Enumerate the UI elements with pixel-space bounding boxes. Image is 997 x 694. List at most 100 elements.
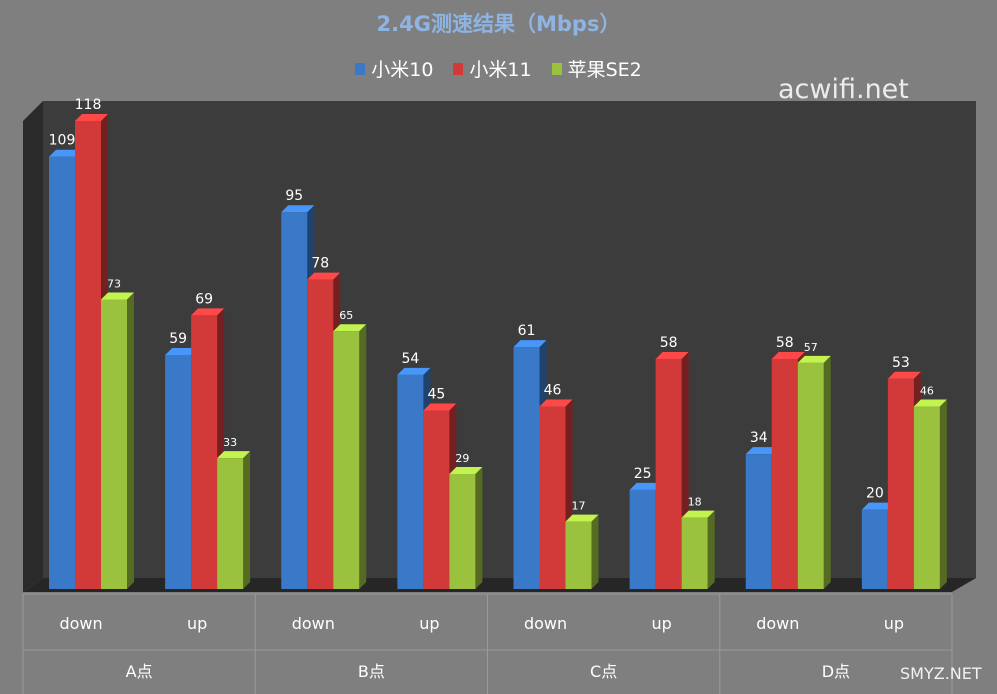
bar-s1-c8 — [861, 509, 888, 589]
x-tick-label-1: down — [59, 614, 102, 633]
bar-top-s3-c4 — [449, 466, 483, 474]
bar-top-s3-c6 — [681, 510, 715, 518]
bar-s1-c7 — [745, 454, 772, 589]
bar-side-s3-c7 — [823, 355, 831, 589]
x-group-label-3: C点 — [590, 662, 617, 681]
plot-side-wall — [23, 101, 43, 592]
bar-top-s1-c3 — [281, 205, 315, 213]
bar-s2-c1 — [75, 121, 101, 589]
bar-s3-c4 — [449, 473, 476, 589]
bar-s3-c7 — [797, 362, 824, 589]
bar-s2-c4 — [423, 410, 450, 589]
plot-floor — [23, 578, 976, 592]
legend-swatch-series-1 — [355, 62, 366, 75]
bar-side-s3-c3 — [359, 324, 367, 589]
data-label-s2-c3: 78 — [311, 256, 329, 272]
bar-s2-c2 — [191, 315, 218, 589]
bar-side-s3-c5 — [591, 514, 599, 589]
bar-side-s3-c4 — [475, 466, 483, 589]
bar-top-s2-c4 — [423, 403, 457, 411]
bar-s3-c6 — [681, 517, 708, 589]
legend-label-series-2: 小米11 — [469, 59, 532, 81]
watermark-secondary: SMYZ.NET — [900, 664, 982, 683]
plot-back-wall — [43, 101, 976, 578]
bar-s1-c5 — [513, 347, 540, 589]
bar-top-s2-c1 — [75, 114, 108, 121]
data-label-s2-c5: 46 — [544, 383, 562, 399]
bar-s3-c2 — [217, 458, 244, 589]
legend: 小米10 小米11 苹果SE2 — [0, 55, 997, 82]
data-label-s2-c4: 45 — [427, 387, 445, 403]
x-group-label-4: D点 — [822, 662, 850, 681]
bar-top-s3-c3 — [333, 324, 367, 332]
legend-item-series-1: 小米10 — [355, 55, 433, 82]
bar-top-s2-c6 — [655, 351, 689, 359]
bar-s1-c3 — [281, 212, 308, 589]
watermark-primary: acwifi.net — [778, 74, 909, 105]
bar-s2-c3 — [307, 279, 334, 589]
legend-label-series-3: 苹果SE2 — [567, 59, 642, 81]
bar-top-s1-c8 — [861, 502, 895, 510]
bar-top-s2-c3 — [307, 272, 341, 280]
x-group-label-1: A点 — [126, 662, 153, 681]
bar-side-s3-c8 — [939, 399, 947, 589]
bar-top-s1-c7 — [745, 447, 779, 455]
x-tick-label-4: up — [419, 614, 439, 633]
data-label-s1-c1: 109 — [49, 133, 76, 149]
data-label-s3-c8: 46 — [920, 385, 934, 398]
bar-top-s3-c5 — [565, 514, 599, 522]
legend-swatch-series-3 — [551, 62, 562, 75]
bar-top-s3-c2 — [217, 451, 251, 459]
chart-title: 2.4G测速结果（Mbps） — [376, 12, 621, 36]
x-tick-label-7: down — [756, 614, 799, 633]
data-label-s3-c7: 57 — [804, 341, 818, 354]
data-label-s1-c6: 25 — [634, 466, 652, 482]
bar-s1-c1 — [49, 156, 75, 589]
legend-label-series-1: 小米10 — [371, 59, 434, 81]
x-tick-label-5: down — [524, 614, 567, 633]
bar-top-s2-c5 — [539, 399, 573, 407]
bar-top-s2-c7 — [771, 351, 805, 359]
bar-top-s1-c4 — [397, 367, 431, 375]
bar-top-s3-c7 — [797, 355, 831, 363]
data-label-s3-c2: 33 — [223, 436, 237, 449]
data-label-s1-c4: 54 — [401, 351, 419, 367]
data-label-s2-c2: 69 — [195, 291, 213, 307]
data-label-s1-c3: 95 — [285, 188, 303, 204]
legend-item-series-3: 苹果SE2 — [551, 55, 642, 82]
data-label-s3-c4: 29 — [455, 452, 469, 465]
bar-s1-c6 — [629, 489, 656, 589]
bar-top-s2-c8 — [887, 371, 921, 379]
bar-s2-c6 — [655, 358, 682, 589]
data-label-s3-c3: 65 — [339, 309, 353, 322]
data-label-s2-c6: 58 — [660, 335, 678, 351]
bar-s2-c8 — [887, 378, 914, 589]
x-tick-label-3: down — [292, 614, 335, 633]
bar-top-s1-c1 — [49, 149, 82, 157]
legend-item-series-2: 小米11 — [453, 55, 532, 82]
bar-top-s2-c2 — [191, 308, 225, 316]
bar-s3-c1 — [101, 299, 127, 589]
bar-s3-c3 — [333, 331, 360, 589]
data-label-s3-c1: 73 — [107, 277, 121, 290]
bar-top-s1-c2 — [165, 348, 199, 355]
bar-side-s3-c2 — [243, 451, 251, 589]
data-label-s1-c7: 34 — [750, 430, 768, 446]
bar-s3-c5 — [565, 521, 592, 589]
bar-s1-c2 — [165, 355, 192, 589]
data-label-s1-c8: 20 — [866, 486, 884, 502]
bar-s1-c4 — [397, 374, 424, 589]
data-label-s2-c7: 58 — [776, 335, 794, 351]
bar-top-s1-c5 — [513, 340, 547, 348]
x-tick-label-2: up — [187, 614, 207, 633]
data-label-s2-c1: 118 — [75, 97, 102, 113]
data-label-s3-c5: 17 — [572, 500, 586, 513]
data-label-s3-c6: 18 — [688, 496, 702, 509]
x-group-label-2: B点 — [358, 662, 385, 681]
x-tick-label-8: up — [884, 614, 904, 633]
bar-s2-c7 — [771, 358, 798, 589]
bar-s3-c8 — [913, 406, 940, 589]
bar-side-s3-c1 — [127, 292, 134, 589]
